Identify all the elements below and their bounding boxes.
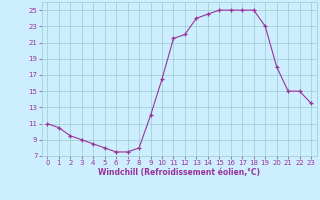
X-axis label: Windchill (Refroidissement éolien,°C): Windchill (Refroidissement éolien,°C) [98, 168, 260, 177]
